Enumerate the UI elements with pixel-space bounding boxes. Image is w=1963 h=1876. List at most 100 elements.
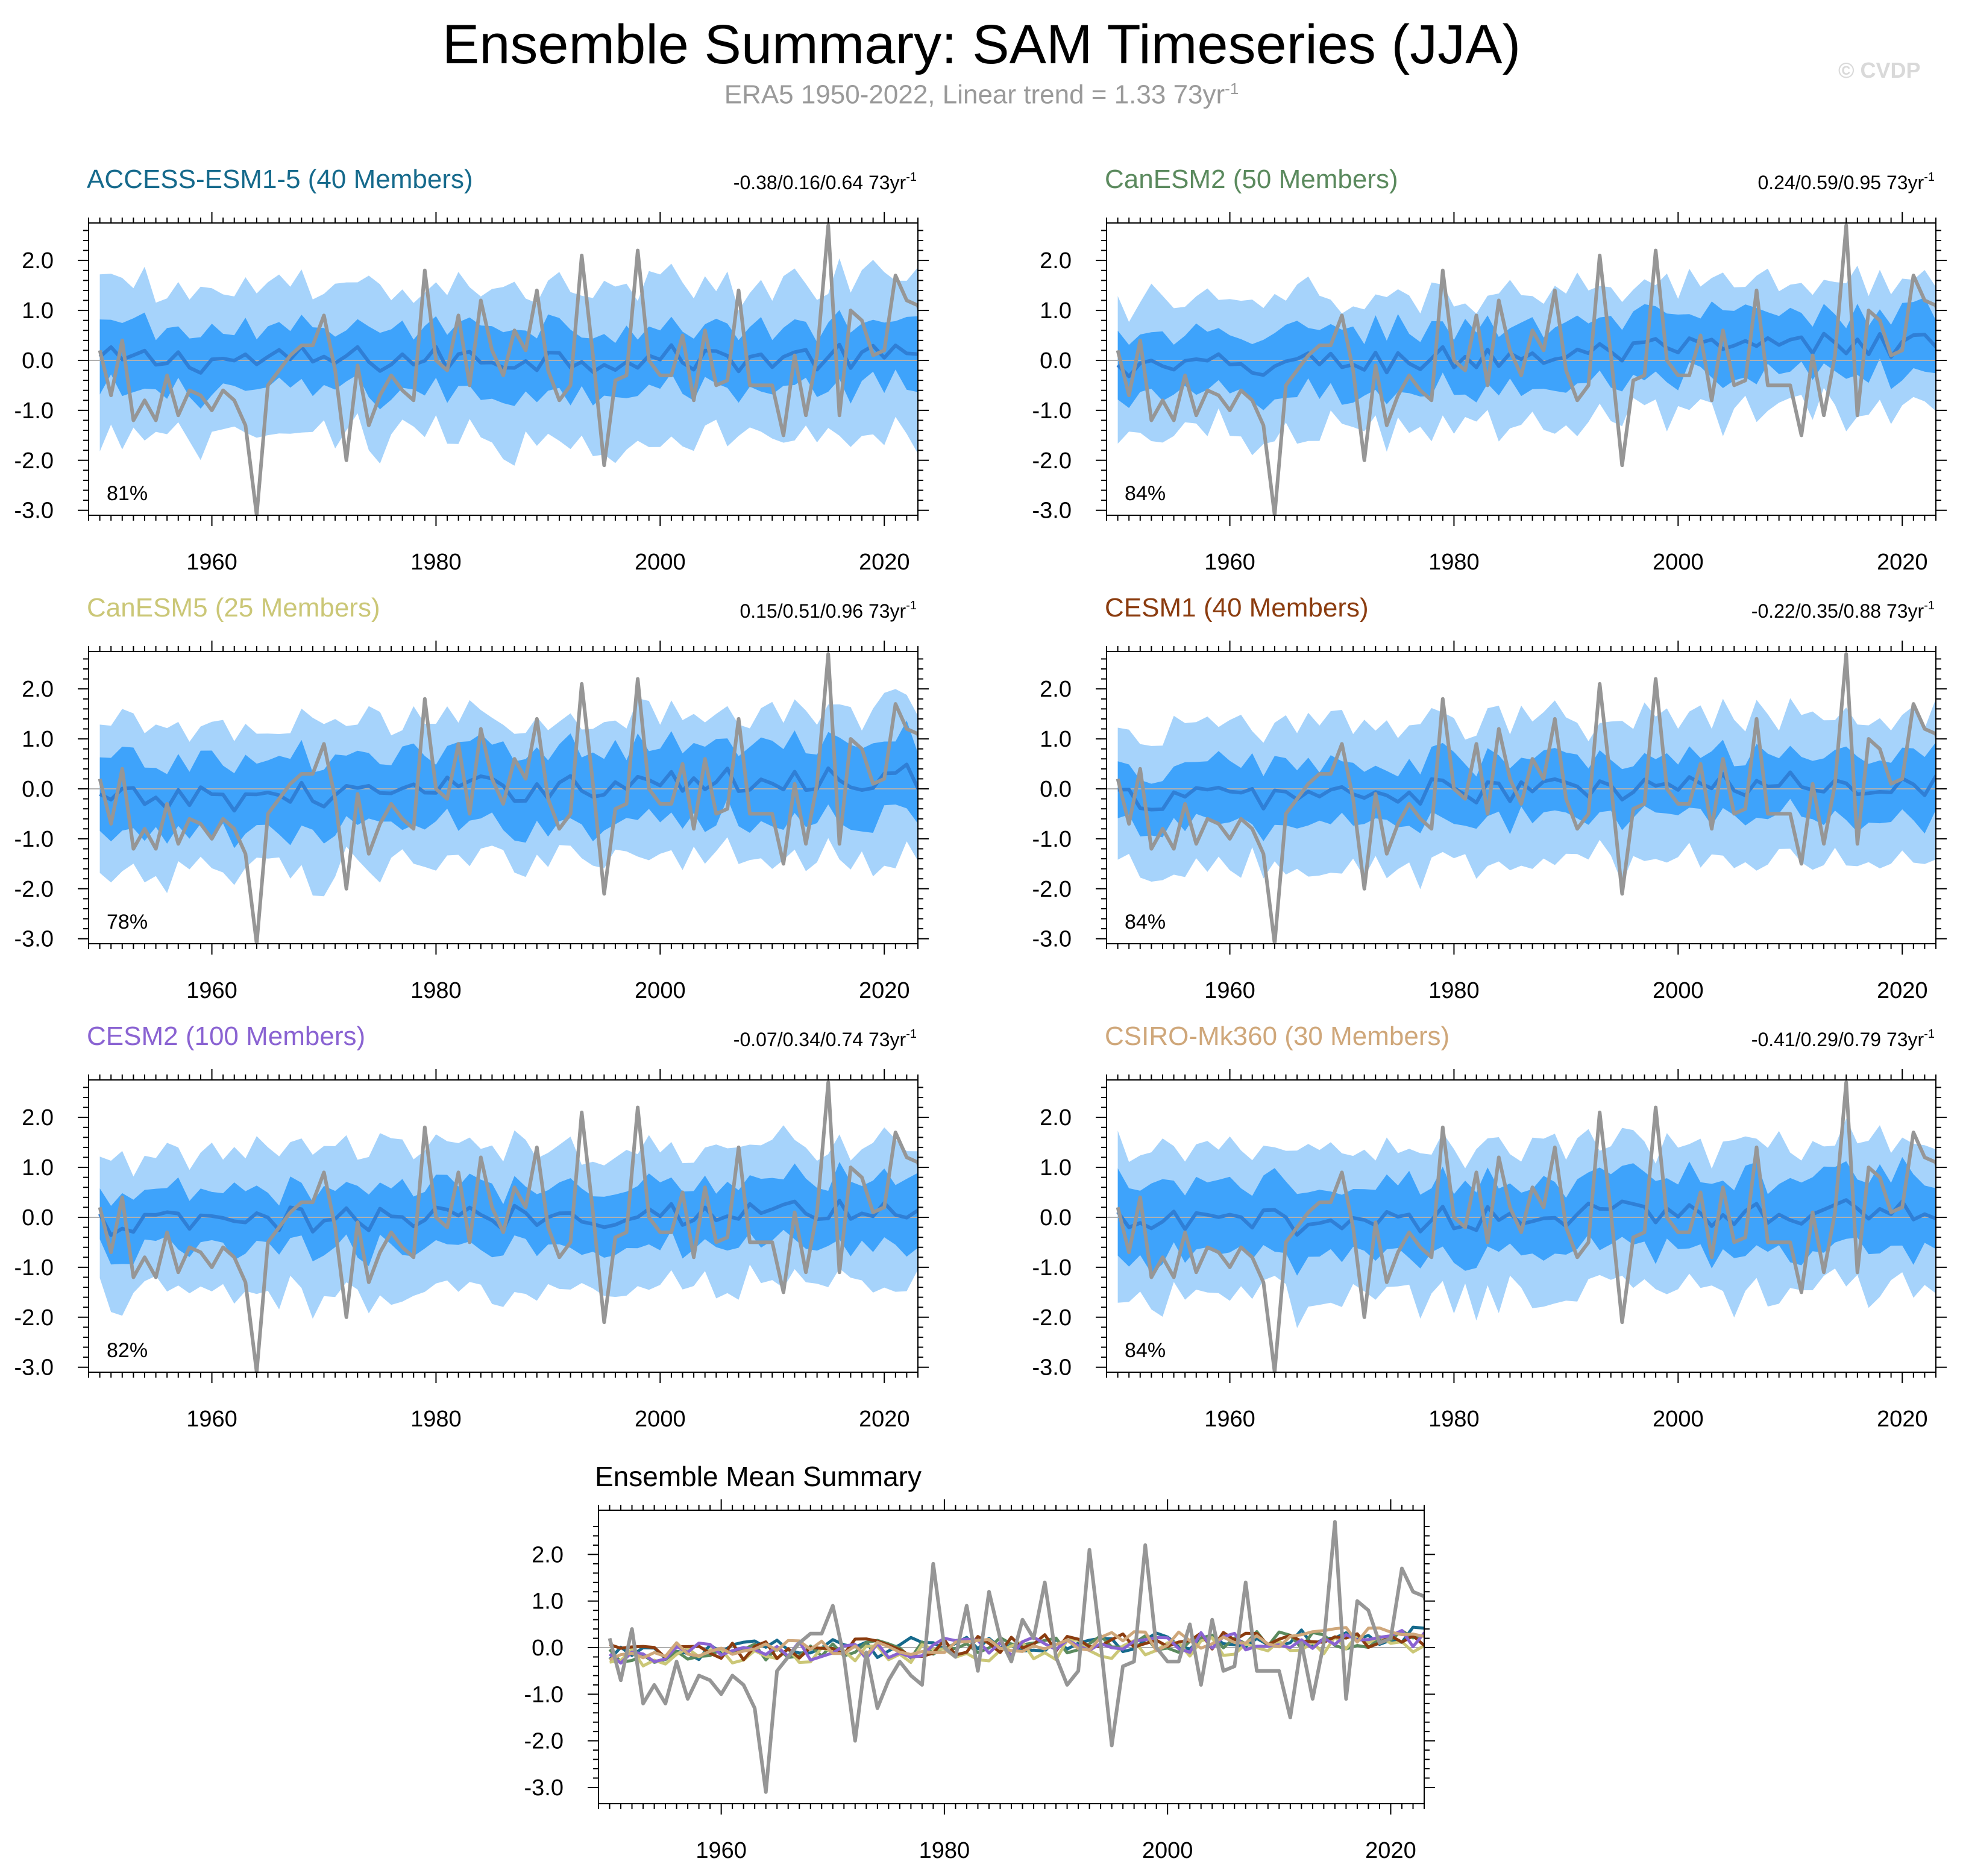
panel-title: Ensemble Mean Summary [595, 1461, 922, 1492]
y-tick-label: -2.0 [1032, 1305, 1072, 1331]
panel-title: CSIRO-Mk360 (30 Members) [1105, 1021, 1449, 1051]
panel-4: 1960 1980 2000 2020 2.0 1.0 0.0 -1.0 -2.0 -3.0 CES… [1032, 593, 1947, 1003]
x-tick-label: 1960 [1204, 978, 1255, 1003]
y-tick-label: 2.0 [1040, 1105, 1072, 1131]
observed-line [1116, 652, 1936, 944]
plot-area [89, 1081, 918, 1372]
y-tick-label: 1.0 [1040, 1155, 1072, 1181]
y-tick-label: 0.0 [1040, 777, 1072, 802]
y-tick-label: 1.0 [532, 1589, 564, 1614]
y-tick-label: -2.0 [1032, 448, 1072, 474]
y-tick-label: -1.0 [14, 827, 54, 852]
y-tick-label: 0.0 [1040, 348, 1072, 374]
y-tick-label: 0.0 [22, 348, 54, 374]
plot-area [89, 652, 918, 944]
x-tick-label: 2020 [859, 550, 910, 575]
x-tick-label: 1980 [919, 1838, 970, 1863]
y-tick-label: 0.0 [532, 1636, 564, 1661]
trend-range: -0.22/0.35/0.88 73yr-1 [1751, 599, 1935, 622]
x-tick-label: 1980 [410, 1407, 462, 1432]
figure-subtitle-exponent: -1 [1225, 80, 1239, 98]
trend-range: 0.15/0.51/0.96 73yr-1 [740, 599, 917, 622]
x-tick-label: 1980 [410, 978, 462, 1003]
y-tick-label: 1.0 [22, 298, 54, 324]
y-tick-label: -1.0 [14, 1255, 54, 1281]
x-tick-label: 1960 [1204, 550, 1255, 575]
y-tick-label: 0.0 [22, 1205, 54, 1231]
observed-line [98, 224, 918, 515]
y-tick-label: 2.0 [1040, 677, 1072, 702]
figure-subtitle-text: ERA5 1950-2022, Linear trend = 1.33 73yr [724, 80, 1225, 110]
plot-area [1107, 1081, 1936, 1372]
x-tick-label: 2000 [635, 1407, 686, 1432]
panel-5: 1960 1980 2000 2020 2.0 1.0 0.0 -1.0 -2.0 -3.0 CES… [14, 1021, 929, 1432]
y-tick-label: -3.0 [14, 498, 54, 524]
x-tick-label: 1980 [1428, 978, 1480, 1003]
x-tick-label: 1960 [1204, 1407, 1255, 1432]
ensemble-mean-line [98, 342, 918, 375]
panel-2: 1960 1980 2000 2020 2.0 1.0 0.0 -1.0 -2.0 -3.0 Can… [1032, 165, 1947, 575]
y-tick-label: 2.0 [1040, 248, 1072, 274]
observed-line [1116, 224, 1936, 515]
trend-range: -0.07/0.34/0.74 73yr-1 [733, 1027, 917, 1050]
x-tick-label: 1980 [1428, 550, 1480, 575]
plot-area [598, 1520, 1424, 1794]
y-tick-label: -2.0 [14, 448, 54, 474]
x-tick-label: 2000 [635, 550, 686, 575]
y-tick-label: -3.0 [1032, 927, 1072, 952]
figure-title: Ensemble Summary: SAM Timeseries (JJA) [442, 14, 1521, 75]
y-tick-label: -1.0 [1032, 827, 1072, 852]
x-tick-label: 1960 [696, 1838, 747, 1863]
ensemble-mean-line [99, 762, 918, 813]
x-tick-label: 2020 [1877, 1407, 1928, 1432]
y-tick-label: -3.0 [524, 1775, 564, 1801]
y-tick-label: 0.0 [1040, 1205, 1072, 1231]
x-tick-label: 2000 [1653, 550, 1704, 575]
percent-label: 84% [1125, 482, 1166, 505]
y-tick-label: 1.0 [22, 1155, 54, 1181]
observed-line [1116, 1081, 1936, 1372]
y-tick-label: -1.0 [524, 1682, 564, 1707]
panel-title: CESM2 (100 Members) [87, 1021, 365, 1051]
y-tick-label: 1.0 [22, 727, 54, 752]
y-tick-label: -3.0 [1032, 1355, 1072, 1381]
plot-area [1107, 224, 1936, 515]
percent-label: 84% [1125, 911, 1166, 933]
plot-area [1107, 652, 1936, 944]
percent-label: 82% [107, 1339, 148, 1362]
x-tick-label: 2000 [1653, 1407, 1704, 1432]
spread-band-inner [1117, 739, 1936, 841]
x-tick-label: 1960 [186, 550, 237, 575]
y-tick-label: -2.0 [524, 1729, 564, 1754]
y-tick-label: 1.0 [1040, 298, 1072, 324]
y-tick-label: -3.0 [14, 927, 54, 952]
percent-label: 84% [1125, 1339, 1166, 1362]
x-tick-label: 2000 [1653, 978, 1704, 1003]
observed-line [608, 1520, 1424, 1794]
y-tick-label: 2.0 [22, 248, 54, 274]
percent-label: 81% [107, 482, 148, 505]
panel-title: CanESM2 (50 Members) [1105, 165, 1398, 194]
y-tick-label: 2.0 [22, 677, 54, 702]
trend-range: -0.38/0.16/0.64 73yr-1 [733, 171, 917, 193]
x-tick-label: 1960 [186, 978, 237, 1003]
panel-1: 1960 1980 2000 2020 2.0 1.0 0.0 -1.0 -2.0 -3.0 ACC… [14, 165, 929, 575]
ensemble-mean-line [98, 1199, 918, 1237]
panel-7: 1960 1980 2000 2020 2.0 1.0 0.0 -1.0 -2.0 -3.0 Ens… [524, 1461, 1435, 1863]
y-tick-label: -2.0 [1032, 877, 1072, 902]
y-tick-label: -2.0 [14, 877, 54, 902]
percent-label: 78% [107, 911, 148, 933]
plot-area [89, 224, 918, 515]
x-tick-label: 2020 [1365, 1838, 1416, 1863]
x-tick-label: 2000 [635, 978, 686, 1003]
x-tick-label: 1960 [186, 1407, 237, 1432]
y-tick-label: -3.0 [1032, 498, 1072, 524]
observed-line [98, 652, 918, 944]
panel-title: CanESM5 (25 Members) [87, 593, 380, 623]
x-tick-label: 2020 [859, 1407, 910, 1432]
panel-title: ACCESS-ESM1-5 (40 Members) [87, 165, 473, 194]
observed-line [98, 1081, 918, 1372]
y-tick-label: 2.0 [532, 1542, 564, 1567]
figure-subtitle: ERA5 1950-2022, Linear trend = 1.33 73yr… [0, 80, 1963, 110]
